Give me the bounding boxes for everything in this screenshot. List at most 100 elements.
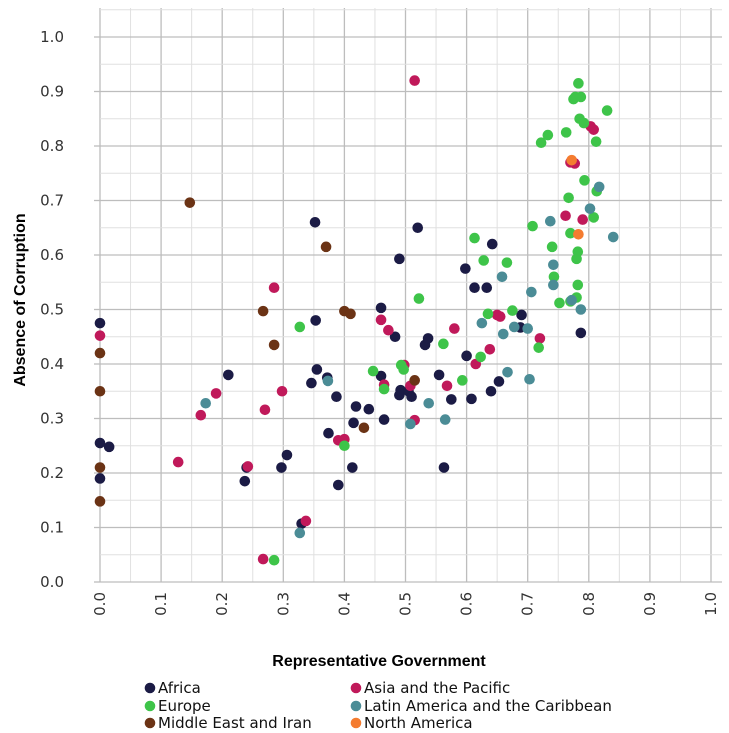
point-latin-america-and-the-caribbean (496, 271, 508, 283)
point-middle-east-and-iran (257, 305, 269, 317)
point-africa (461, 350, 472, 362)
point-europe (601, 105, 613, 116)
legend-label: North America (364, 714, 473, 732)
legend-marker (144, 717, 156, 729)
point-africa (276, 462, 287, 473)
point-latin-america-and-the-caribbean (405, 418, 416, 430)
y-tick-label: 0.6 (40, 246, 64, 264)
point-europe (533, 342, 544, 353)
point-africa (481, 282, 493, 294)
x-tick-label: 0.5 (397, 592, 415, 616)
point-africa (281, 449, 293, 461)
y-axis-ticks: 0.0 0.1 0.2 0.3 0.4 0.5 0.6 0.7 0.8 0.9 1.0 (40, 28, 64, 591)
point-africa (378, 414, 390, 425)
y-tick-label: 0.2 (40, 464, 64, 482)
point-asia-and-the-pacific (588, 124, 599, 135)
point-europe (542, 129, 554, 141)
point-latin-america-and-the-caribbean (322, 375, 334, 387)
point-europe (548, 271, 560, 283)
point-middle-east-and-iran (94, 496, 106, 507)
point-asia-and-the-pacific (560, 210, 571, 222)
point-europe (339, 440, 350, 452)
point-latin-america-and-the-caribbean (502, 366, 513, 378)
point-africa (486, 238, 498, 250)
point-middle-east-and-iran (94, 462, 106, 473)
point-asia-and-the-pacific (375, 314, 387, 326)
point-africa (311, 364, 323, 375)
point-latin-america-and-the-caribbean (548, 279, 559, 291)
point-europe (367, 365, 379, 377)
y-tick-label: 0.8 (40, 137, 64, 155)
point-asia-and-the-pacific (276, 385, 288, 397)
point-africa (350, 401, 362, 412)
point-africa (348, 417, 359, 429)
point-middle-east-and-iran (94, 347, 106, 359)
point-asia-and-the-pacific (534, 333, 546, 344)
point-middle-east-and-iran (345, 308, 356, 320)
point-africa (575, 327, 587, 339)
legend-marker (350, 700, 362, 712)
point-europe (572, 279, 584, 291)
point-asia-and-the-pacific (210, 388, 222, 399)
point-middle-east-and-iran (94, 385, 106, 397)
point-europe (398, 364, 409, 375)
point-asia-and-the-pacific (172, 456, 184, 468)
legend: Africa Asia and the Pacific Europe Latin Am… (144, 679, 612, 732)
point-europe (590, 136, 602, 147)
point-latin-america-and-the-caribbean (593, 181, 605, 193)
point-latin-america-and-the-caribbean (584, 203, 596, 214)
x-axis-ticks: 0.0 0.1 0.2 0.3 0.4 0.5 0.6 0.7 0.8 0.9 1.0 (91, 592, 720, 616)
y-tick-label: 0.1 (40, 519, 64, 537)
legend-marker (350, 682, 362, 694)
point-asia-and-the-pacific (257, 553, 269, 565)
y-tick-label: 1.0 (40, 28, 64, 46)
point-africa (239, 475, 251, 487)
x-tick-label: 0.8 (580, 592, 598, 616)
point-europe (572, 246, 584, 258)
point-latin-america-and-the-caribbean (522, 323, 533, 334)
point-africa (395, 384, 406, 396)
point-asia-and-the-pacific (242, 461, 254, 472)
point-asia-and-the-pacific (300, 515, 312, 527)
point-europe (478, 255, 490, 266)
point-asia-and-the-pacific (484, 343, 496, 355)
point-africa (389, 331, 401, 343)
point-europe (475, 351, 486, 363)
point-latin-america-and-the-caribbean (294, 527, 306, 539)
x-tick-label: 0.4 (335, 592, 353, 616)
point-latin-america-and-the-caribbean (439, 414, 451, 425)
data-points (94, 75, 619, 566)
y-tick-label: 0.9 (40, 83, 64, 101)
point-africa (306, 377, 317, 389)
point-africa (493, 376, 505, 387)
point-latin-america-and-the-caribbean (508, 321, 520, 333)
point-africa (323, 427, 334, 439)
point-latin-america-and-the-caribbean (524, 373, 535, 385)
x-tick-label: 0.6 (458, 592, 476, 616)
point-asia-and-the-pacific (577, 214, 588, 225)
y-tick-label: 0.0 (40, 573, 64, 591)
point-europe (527, 220, 538, 232)
point-africa (103, 441, 115, 453)
point-africa (223, 369, 234, 381)
point-europe (578, 117, 590, 129)
point-europe (565, 227, 576, 239)
point-latin-america-and-the-caribbean (200, 397, 212, 409)
point-africa (363, 403, 375, 415)
point-asia-and-the-pacific (383, 324, 394, 336)
point-africa (310, 315, 321, 326)
point-europe (378, 383, 390, 395)
y-tick-label: 0.3 (40, 410, 64, 428)
legend-marker (350, 717, 362, 729)
legend-marker (144, 700, 156, 712)
point-africa (375, 370, 387, 382)
point-europe (501, 257, 513, 268)
point-asia-and-the-pacific (494, 311, 506, 322)
point-middle-east-and-iran (358, 422, 370, 434)
point-asia-and-the-pacific (409, 75, 420, 86)
x-tick-label: 0.2 (213, 592, 231, 616)
point-europe (438, 338, 449, 350)
point-europe (482, 308, 494, 320)
legend-label: Middle East and Iran (158, 714, 312, 732)
